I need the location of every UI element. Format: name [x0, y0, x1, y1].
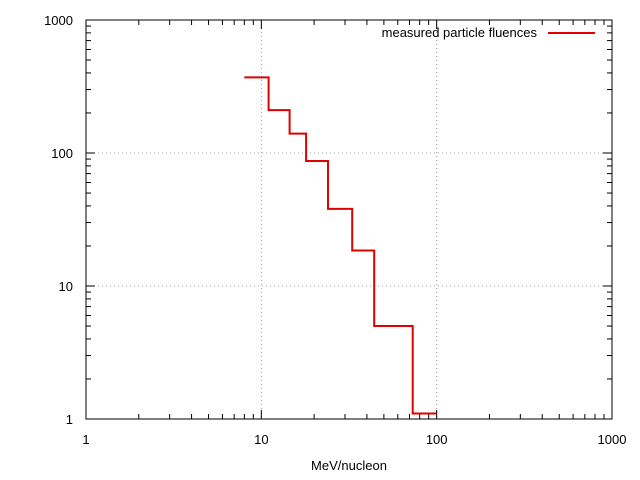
grid: [86, 20, 612, 419]
legend: measured particle fluences: [382, 25, 595, 40]
legend-label: measured particle fluences: [382, 25, 538, 40]
x-tick-label: 10: [254, 432, 268, 447]
x-tick-label: 1: [82, 432, 89, 447]
x-axis-label: MeV/nucleon: [311, 458, 387, 473]
x-tick-label: 1000: [598, 432, 627, 447]
y-tick-label: 1000: [44, 13, 73, 28]
x-tick-label: 100: [426, 432, 448, 447]
major-ticks: [85, 19, 613, 420]
minor-ticks: [86, 20, 612, 419]
y-tick-label: 100: [51, 146, 73, 161]
series-step-line: [244, 76, 437, 415]
tick-labels: 1 10 100 1000 1 10 100 1000: [44, 13, 626, 447]
y-tick-label: 1: [66, 412, 73, 427]
plot-frame: [85, 19, 613, 420]
y-tick-label: 10: [59, 279, 73, 294]
series-layer: [244, 76, 437, 415]
